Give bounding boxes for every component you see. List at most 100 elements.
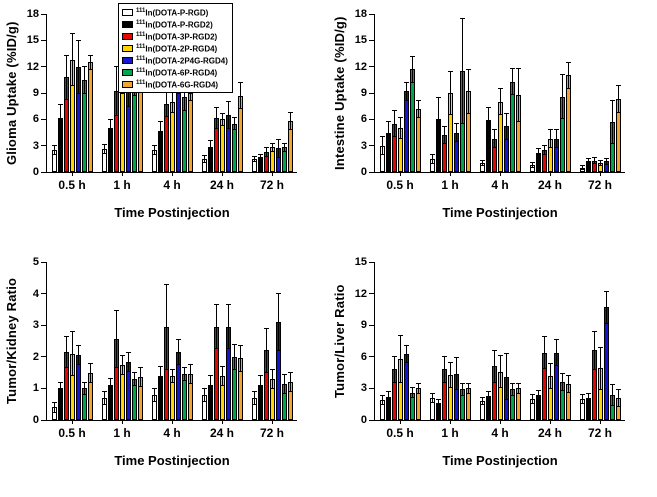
error-bar-cap [415, 117, 421, 119]
error-bar-cap [447, 361, 453, 363]
error-bar-cap [287, 391, 293, 393]
error-bar-cap [397, 117, 403, 119]
error-bar-cap [585, 163, 591, 165]
error-bar-cap [403, 99, 409, 101]
ytick-label: 3 [32, 139, 39, 152]
error-bar-cap [81, 92, 87, 94]
error-bar-cap [447, 386, 453, 388]
error-bar-cap [459, 395, 465, 397]
ytick-mark [41, 356, 46, 358]
error-bar [233, 117, 235, 130]
error-bar-cap [101, 403, 107, 405]
error-bar-cap [415, 382, 421, 384]
ytick-mark [369, 145, 374, 147]
error-bar-cap [441, 356, 447, 358]
error-bar [455, 123, 457, 142]
error-bar [265, 328, 267, 373]
ytick-label: 0 [360, 166, 367, 178]
error-bar-cap [515, 382, 521, 384]
error-bar [543, 145, 545, 155]
error-bar-cap [529, 402, 535, 404]
error-bar-cap [263, 146, 269, 148]
error-bar [159, 121, 161, 140]
error-bar [253, 391, 255, 405]
legend-swatch [122, 80, 133, 88]
xtick-label: 1 h [441, 178, 459, 192]
error-bar [71, 331, 73, 376]
error-bar-cap [415, 393, 421, 395]
error-bar-cap [87, 54, 93, 56]
error-bar-cap [603, 158, 609, 160]
error-bar [531, 394, 533, 404]
error-bar-cap [591, 368, 597, 370]
error-bar-cap [453, 140, 459, 142]
error-bar-cap [281, 151, 287, 153]
error-bar [555, 129, 557, 148]
xtick-label: 4 h [163, 426, 181, 440]
ytick-mark [369, 419, 374, 421]
error-bar-cap [591, 157, 597, 159]
xtick-mark [599, 420, 601, 424]
xtick-label: 72 h [587, 178, 612, 192]
error-bar [393, 110, 395, 137]
error-bar-cap [441, 381, 447, 383]
error-bar-cap [219, 112, 225, 114]
error-bar-cap [57, 103, 63, 105]
error-bar [115, 66, 117, 116]
error-bar-cap [391, 381, 397, 383]
ytick-label: 9 [360, 87, 367, 99]
error-bar-cap [257, 394, 263, 396]
error-bar-cap [497, 386, 503, 388]
error-bar-cap [503, 353, 509, 355]
error-bar-cap [403, 81, 409, 83]
error-bar-cap [169, 368, 175, 370]
ytick-label: 18 [26, 8, 39, 20]
error-bar [417, 100, 419, 118]
error-bar-cap [257, 153, 263, 155]
y-axis-title-tumor-kidney: Tumor/Kidney Ratio [4, 277, 19, 405]
error-bar-cap [63, 54, 69, 56]
error-bar-cap [51, 402, 57, 404]
xtick-label: 1 h [113, 426, 131, 440]
error-bar [443, 126, 445, 144]
error-bar [259, 154, 261, 160]
bar-111In(DOTA-6G-RGD4)-4 h [187, 93, 193, 172]
error-bar-cap [131, 384, 137, 386]
legend-swatch [122, 68, 133, 76]
xtick-label: 0.5 h [58, 178, 86, 192]
ytick-label: 12 [354, 287, 367, 300]
error-bar [493, 129, 495, 148]
error-bar-cap [379, 153, 385, 155]
error-bar [227, 101, 229, 129]
error-bar-cap [547, 129, 553, 131]
error-bar-cap [509, 382, 515, 384]
ytick-mark [41, 39, 46, 41]
error-bar-cap [157, 365, 163, 367]
error-bar-cap [385, 142, 391, 144]
error-bar [561, 74, 563, 119]
error-bar-cap [269, 368, 275, 370]
error-bar [171, 91, 173, 113]
error-bar-cap [409, 397, 415, 399]
error-bar-cap [479, 403, 485, 405]
error-bar-cap [485, 132, 491, 134]
xtick-mark [121, 420, 123, 424]
xtick-label: 24 h [537, 178, 562, 192]
error-bar-cap [615, 111, 621, 113]
xtick-mark [599, 172, 601, 176]
error-bar-cap [553, 339, 559, 341]
error-bar [239, 345, 241, 371]
xtick-mark [171, 420, 173, 424]
error-bar-cap [281, 142, 287, 144]
legend-swatch [122, 20, 133, 28]
xtick-mark [71, 420, 73, 424]
error-bar-cap [397, 381, 403, 383]
error-bar-cap [169, 111, 175, 113]
error-bar-cap [509, 395, 515, 397]
error-bar-cap [403, 361, 409, 363]
error-bar-cap [63, 98, 69, 100]
error-bar-cap [231, 343, 237, 345]
bar-111In(DOTA-2P4G-RGD4)-72 h [603, 307, 609, 420]
bar-111In(DOTA-2P-RGD4)-1 h [119, 79, 125, 172]
error-bar-cap [485, 391, 491, 393]
